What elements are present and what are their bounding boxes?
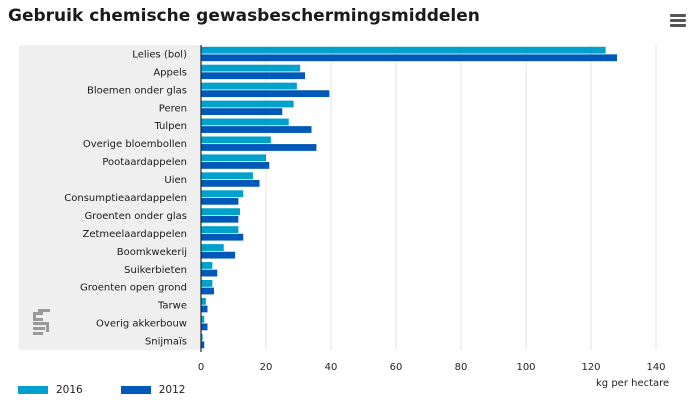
chart-legend: 2016 2012 bbox=[18, 384, 185, 396]
x-tick-label-40: 40 bbox=[325, 362, 338, 373]
category-label-uien: Uien bbox=[164, 175, 187, 186]
hamburger-menu-icon[interactable] bbox=[670, 14, 686, 28]
bar-overig-akkerbouw-2016 bbox=[201, 315, 205, 323]
category-label-tarwe: Tarwe bbox=[157, 301, 187, 312]
category-label-appels: Appels bbox=[153, 67, 187, 78]
legend-item-2012[interactable]: 2012 bbox=[120, 384, 186, 396]
category-label-lelies-bol: Lelies (bol) bbox=[132, 49, 187, 60]
x-tick-label-0: 0 bbox=[198, 362, 204, 373]
bar-consumptieaardappelen-2012 bbox=[201, 197, 239, 205]
category-label-tulpen: Tulpen bbox=[153, 121, 187, 132]
category-label-consumptieaardappelen: Consumptieaardappelen bbox=[64, 193, 187, 204]
bar-tulpen-2012 bbox=[201, 126, 312, 133]
category-label-pootaardappelen: Pootaardappelen bbox=[102, 157, 187, 168]
bar-boomkwekerij-2012 bbox=[201, 251, 236, 259]
category-label-snijma-s: Snijmaïs bbox=[145, 337, 187, 348]
bar-appels-2012 bbox=[201, 72, 305, 80]
bar-bloemen-onder-glas-2016 bbox=[201, 82, 297, 90]
bar-tarwe-2012 bbox=[201, 305, 208, 313]
bar-uien-2012 bbox=[201, 179, 260, 187]
bar-boomkwekerij-2016 bbox=[201, 244, 224, 251]
cbs-logo-icon bbox=[33, 309, 50, 335]
bar-overige-bloembollen-2016 bbox=[201, 136, 271, 144]
bar-groenten-open-grond-2012 bbox=[201, 287, 214, 295]
bar-zetmeelaardappelen-2016 bbox=[201, 226, 239, 233]
category-label-suikerbieten: Suikerbieten bbox=[124, 265, 187, 276]
bar-suikerbieten-2016 bbox=[201, 262, 213, 269]
bar-snijma-s-2016 bbox=[201, 333, 203, 341]
category-label-groenten-open-grond: Groenten open grond bbox=[80, 283, 187, 294]
bar-pootaardappelen-2016 bbox=[201, 154, 266, 162]
bar-consumptieaardappelen-2016 bbox=[201, 190, 244, 198]
label-panel bbox=[19, 45, 201, 350]
category-label-overige-bloembollen: Overige bloembollen bbox=[83, 139, 187, 150]
category-label-bloemen-onder-glas: Bloemen onder glas bbox=[87, 85, 187, 96]
bar-snijma-s-2012 bbox=[201, 341, 205, 349]
bar-appels-2016 bbox=[201, 64, 301, 72]
x-tick-label-20: 20 bbox=[260, 362, 273, 373]
bar-pootaardappelen-2012 bbox=[201, 162, 270, 169]
category-label-groenten-onder-glas: Groenten onder glas bbox=[84, 211, 187, 222]
bar-bloemen-onder-glas-2012 bbox=[201, 90, 330, 98]
x-axis-label: kg per hectare bbox=[596, 378, 670, 389]
bar-groenten-onder-glas-2012 bbox=[201, 215, 239, 223]
bar-groenten-open-grond-2016 bbox=[201, 280, 213, 287]
category-label-boomkwekerij: Boomkwekerij bbox=[117, 247, 187, 258]
category-label-overig-akkerbouw: Overig akkerbouw bbox=[96, 319, 187, 330]
x-tick-label-140: 140 bbox=[646, 362, 665, 373]
bar-groenten-onder-glas-2016 bbox=[201, 208, 240, 216]
x-tick-label-80: 80 bbox=[455, 362, 468, 373]
category-label-zetmeelaardappelen: Zetmeelaardappelen bbox=[82, 229, 187, 240]
bar-overig-akkerbouw-2012 bbox=[201, 323, 208, 331]
x-tick-label-60: 60 bbox=[390, 362, 403, 373]
legend-item-2016[interactable]: 2016 bbox=[18, 384, 83, 396]
legend-swatch-2012 bbox=[120, 386, 151, 394]
bar-lelies-bol-2012 bbox=[201, 54, 617, 62]
bar-zetmeelaardappelen-2012 bbox=[201, 233, 244, 241]
legend-label-2016: 2016 bbox=[56, 384, 83, 396]
bar-overige-bloembollen-2012 bbox=[201, 144, 317, 151]
bar-tarwe-2016 bbox=[201, 297, 206, 305]
bar-peren-2016 bbox=[201, 100, 294, 108]
category-label-peren: Peren bbox=[159, 103, 187, 114]
x-tick-label-100: 100 bbox=[516, 362, 535, 373]
legend-swatch-2016 bbox=[18, 386, 48, 394]
bar-uien-2016 bbox=[201, 172, 253, 180]
x-tick-label-120: 120 bbox=[581, 362, 600, 373]
bar-tulpen-2016 bbox=[201, 118, 289, 126]
bar-lelies-bol-2016 bbox=[201, 46, 606, 54]
bar-peren-2012 bbox=[201, 108, 283, 115]
chart-title: Gebruik chemische gewasbeschermingsmidde… bbox=[8, 6, 480, 26]
legend-label-2012: 2012 bbox=[158, 384, 186, 396]
bar-suikerbieten-2012 bbox=[201, 269, 218, 277]
